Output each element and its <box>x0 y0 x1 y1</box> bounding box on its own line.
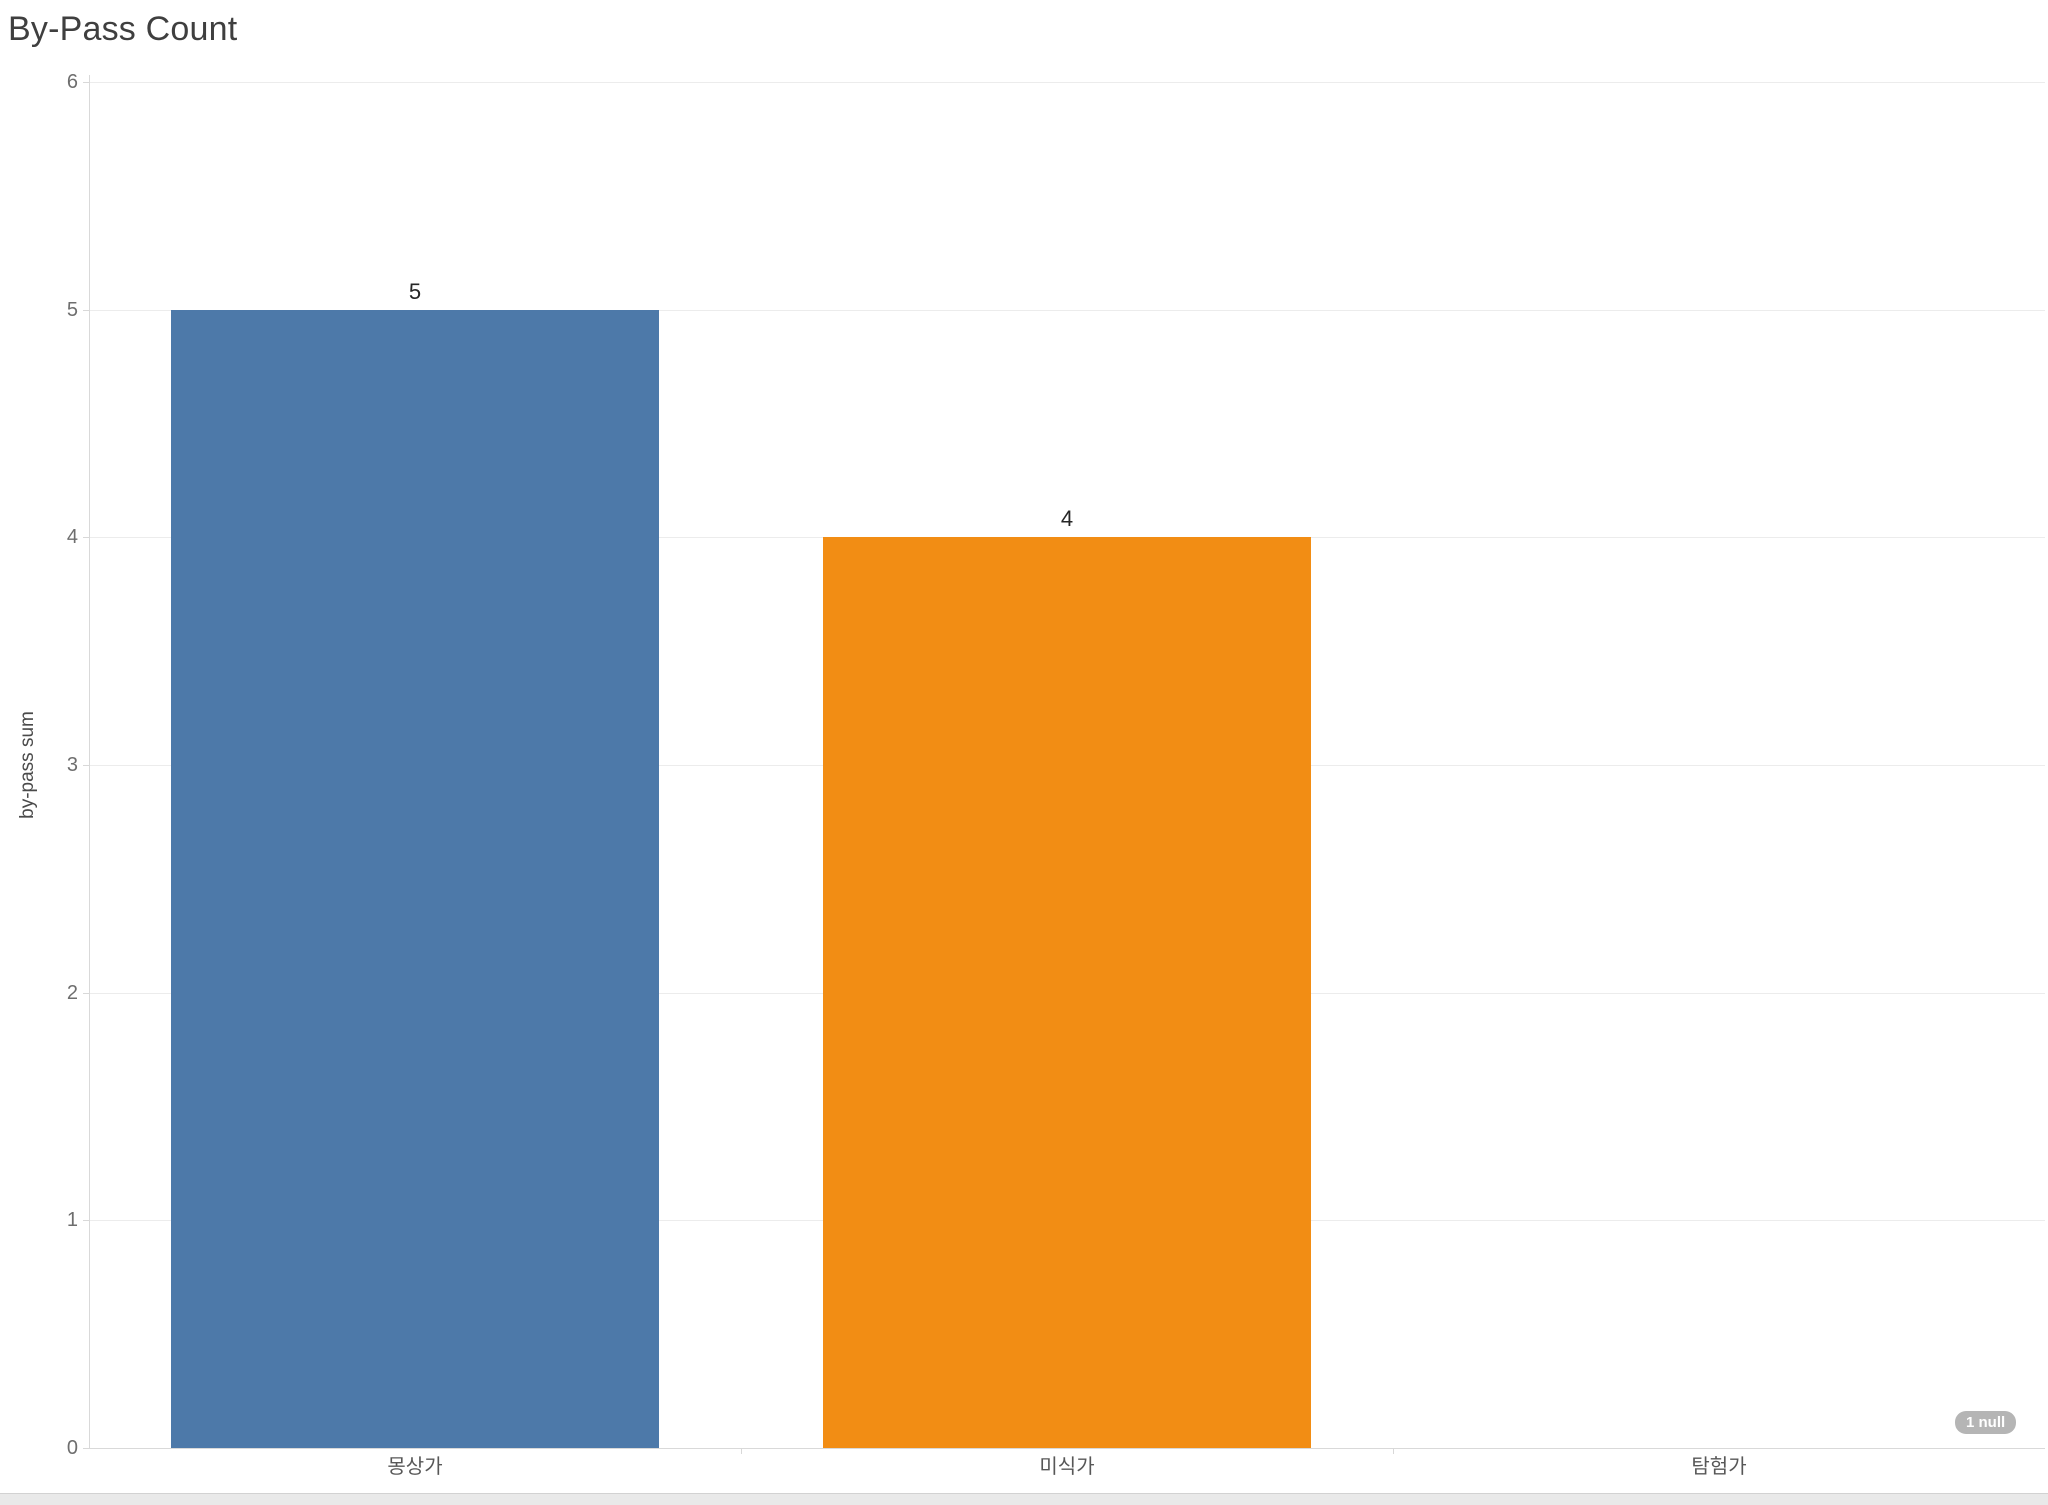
x-category-label: 몽상가 <box>387 1456 443 1478</box>
y-tick-label: 1 <box>66 1209 78 1232</box>
bar-value-label: 5 <box>408 278 422 304</box>
y-tick-label: 3 <box>66 754 78 776</box>
bottom-scroll-strip[interactable] <box>0 1493 2048 1505</box>
y-tick-mark <box>83 1220 89 1222</box>
y-axis-line <box>89 75 90 1448</box>
y-tick-label: 5 <box>66 298 78 321</box>
bar-2[interactable] <box>823 537 1311 1448</box>
y-tick-mark <box>83 1448 89 1449</box>
y-tick-mark <box>83 765 89 766</box>
x-category-label: 탐험가 <box>1691 1456 1747 1478</box>
y-tick-mark <box>83 309 89 311</box>
y-tick-label: 0 <box>66 1437 78 1459</box>
x-tick-mark <box>741 1448 742 1454</box>
x-category-label: 미식가 <box>1039 1456 1095 1478</box>
null-indicator-badge[interactable]: 1 null <box>1955 1411 2017 1434</box>
x-axis-line <box>89 1448 2045 1449</box>
bar-value-label: 4 <box>1060 506 1074 532</box>
y-tick-mark <box>83 537 89 539</box>
gridline-y5 <box>89 309 2045 311</box>
y-tick-mark <box>83 82 89 83</box>
y-tick-mark <box>83 992 89 994</box>
x-tick-mark <box>1393 1448 1394 1454</box>
y-tick-label: 2 <box>66 981 78 1004</box>
gridline-y6 <box>89 82 2045 83</box>
y-tick-label: 4 <box>66 526 78 549</box>
bar-1[interactable] <box>171 309 659 1448</box>
chart-title: By-Pass Count <box>8 10 238 48</box>
y-tick-label: 6 <box>66 71 78 93</box>
